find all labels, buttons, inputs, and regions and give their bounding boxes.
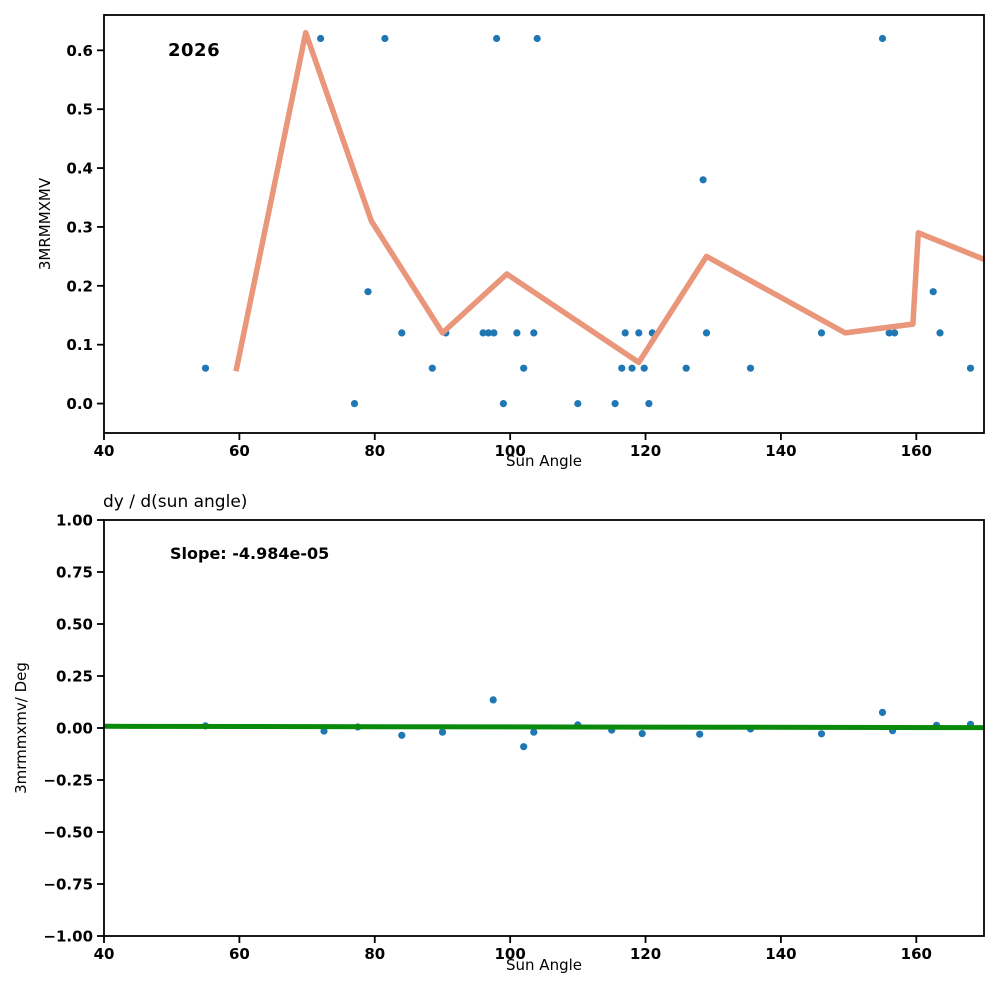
- y-tick-label: −0.75: [43, 876, 93, 894]
- x-tick-label: 40: [94, 945, 115, 963]
- scatter-point: [635, 329, 643, 337]
- x-tick-label: 160: [901, 945, 932, 963]
- scatter-point: [489, 696, 497, 704]
- scatter-point: [645, 400, 653, 408]
- scatter-point: [699, 176, 707, 184]
- x-tick-label: 140: [765, 442, 796, 460]
- scatter-point: [364, 288, 372, 296]
- scatter-point: [702, 329, 711, 337]
- x-tick-label: 60: [229, 442, 250, 460]
- scatter-point: [320, 727, 328, 735]
- scatter-point: [611, 400, 619, 408]
- y-tick-label: 0.75: [56, 564, 93, 582]
- scatter-point: [201, 364, 210, 372]
- axes-border: [103, 14, 985, 434]
- scatter-point: [628, 364, 636, 372]
- scatter-point: [520, 743, 528, 751]
- scatter-point: [499, 400, 507, 408]
- scatter-point: [513, 329, 521, 337]
- scatter-point: [493, 34, 501, 43]
- scatter-point: [574, 400, 582, 408]
- scatter-point: [878, 708, 887, 716]
- scatter-point: [885, 329, 893, 337]
- scatter-point: [530, 329, 538, 337]
- x-tick-label: 160: [901, 442, 932, 460]
- y-tick-label: 0.6: [66, 42, 93, 60]
- y-tick-label: 0.4: [66, 160, 93, 178]
- scatter-point: [438, 728, 447, 736]
- x-tick-label: 120: [630, 945, 661, 963]
- scatter-point: [398, 731, 406, 739]
- scatter-point: [530, 728, 538, 736]
- scatter-point: [520, 364, 528, 372]
- scatter-point: [936, 329, 944, 337]
- scatter-point: [428, 364, 436, 372]
- y-tick-label: 0.3: [66, 218, 93, 236]
- top-xaxis-label: Sun Angle: [506, 452, 582, 470]
- scatter-point: [817, 730, 826, 738]
- scatter-point: [638, 730, 646, 738]
- scatter-point: [621, 329, 629, 337]
- scatter-point: [878, 34, 887, 43]
- scatter-point: [398, 329, 406, 337]
- fit-line: [103, 723, 985, 731]
- slope-annotation: Slope: -4.984e-05: [170, 544, 330, 563]
- y-tick-label: 0.25: [56, 668, 93, 686]
- y-tick-label: 0.5: [66, 101, 93, 119]
- scatter-point: [891, 329, 899, 337]
- bottom-chart: 40 60 80 100 120 140 160 1.00 0.75 0.50 0.25 0.00 −0…: [43, 512, 985, 963]
- x-tick-label: 60: [229, 945, 250, 963]
- top-chart-year-annotation: 2026: [168, 40, 221, 61]
- x-tick-label: 100: [494, 442, 525, 460]
- x-tick-label: 80: [364, 442, 385, 460]
- y-tick-label: −1.00: [43, 928, 93, 946]
- y-tick-label: 0.2: [66, 277, 93, 295]
- bottom-yaxis-label: 3mrmmxmv/ Deg: [11, 662, 30, 794]
- bottom-chart-title: dy / d(sun angle): [103, 492, 248, 512]
- axes-border: [103, 519, 985, 937]
- y-tick-label: −0.25: [43, 772, 93, 790]
- top-chart: 40 60 80 100 120 140 160 0.0 0.1 0.2 0.3 0.4 0.5 0.6: [66, 14, 986, 460]
- trend-line: [233, 29, 986, 372]
- scatter-point: [746, 364, 755, 372]
- y-tick-label: 0.50: [56, 616, 93, 634]
- x-tick-label: 100: [494, 945, 525, 963]
- y-tick-label: 0.0: [66, 395, 93, 413]
- x-tick-label: 120: [630, 442, 661, 460]
- y-tick-label: 1.00: [56, 512, 93, 530]
- x-tick-label: 140: [765, 945, 796, 963]
- x-tick-label: 80: [364, 945, 385, 963]
- scatter-point: [682, 364, 690, 372]
- scatter-point: [929, 288, 937, 296]
- scatter-point: [618, 364, 626, 372]
- scatter-point: [350, 400, 359, 408]
- y-tick-label: 0.1: [66, 336, 93, 354]
- scatter-point: [484, 329, 493, 337]
- scatter-point: [966, 364, 975, 372]
- scatter-point: [817, 329, 826, 337]
- top-yaxis-label: 3MRMMXMV: [35, 177, 54, 271]
- y-tick-label: −0.50: [43, 824, 93, 842]
- scatter-point: [696, 730, 704, 738]
- y-tick-label: 0.00: [56, 720, 93, 738]
- scatter-point: [317, 34, 325, 43]
- scatter-point: [381, 34, 389, 43]
- x-tick-label: 40: [94, 442, 115, 460]
- scatter-point: [479, 329, 487, 337]
- scatter-point: [490, 329, 498, 337]
- bottom-xaxis-label: Sun Angle: [506, 956, 582, 974]
- scatter-point: [640, 364, 648, 372]
- scatter-point: [533, 34, 541, 43]
